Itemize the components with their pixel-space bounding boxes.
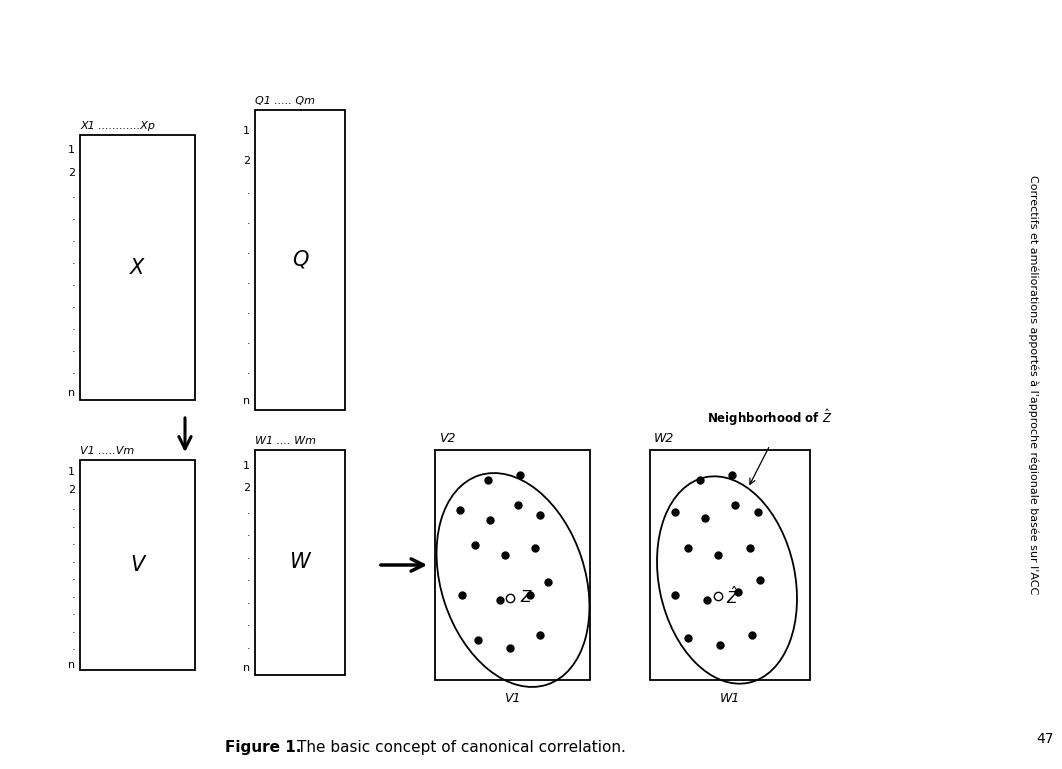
Text: 2: 2 — [68, 484, 75, 494]
Text: .: . — [71, 554, 75, 564]
Text: .: . — [246, 366, 250, 376]
Text: n: n — [68, 388, 75, 398]
Text: .: . — [71, 520, 75, 530]
Bar — [80, 135, 195, 400]
Text: 1: 1 — [68, 468, 75, 478]
Text: 1: 1 — [243, 126, 250, 136]
Text: .: . — [71, 538, 75, 548]
Text: .: . — [246, 596, 250, 606]
Text: 1: 1 — [68, 145, 75, 155]
Text: V1 .....Vm: V1 .....Vm — [80, 446, 134, 456]
Bar — [80, 460, 195, 670]
Text: X1 ............Xp: X1 ............Xp — [80, 121, 155, 131]
Text: Neighborhood of $\hat{Z}$: Neighborhood of $\hat{Z}$ — [707, 407, 833, 428]
Text: V1: V1 — [504, 692, 520, 705]
Text: W1: W1 — [720, 692, 740, 705]
Text: n: n — [68, 660, 75, 670]
Text: Q: Q — [292, 250, 308, 270]
Text: .: . — [246, 306, 250, 316]
Text: .: . — [246, 573, 250, 583]
Text: The basic concept of canonical correlation.: The basic concept of canonical correlati… — [297, 740, 626, 755]
Bar — [255, 450, 345, 675]
Text: .: . — [246, 506, 250, 516]
Text: 2: 2 — [243, 483, 250, 493]
Bar — [255, 110, 345, 410]
Text: .: . — [71, 256, 75, 266]
Text: Figure 1.: Figure 1. — [225, 740, 302, 755]
Text: 2: 2 — [68, 168, 75, 178]
Text: $\hat{Z}$: $\hat{Z}$ — [726, 585, 739, 607]
Text: 1: 1 — [243, 461, 250, 471]
Text: .: . — [71, 190, 75, 200]
Text: V: V — [131, 555, 144, 575]
Text: W1 .... Wm: W1 .... Wm — [255, 436, 316, 446]
Text: .: . — [246, 336, 250, 346]
Text: .: . — [71, 572, 75, 582]
Text: n: n — [243, 663, 250, 673]
Text: .: . — [71, 366, 75, 376]
Text: 47: 47 — [1037, 732, 1054, 746]
Text: .: . — [71, 345, 75, 355]
Text: .: . — [71, 502, 75, 512]
Text: .: . — [246, 618, 250, 628]
Bar — [435, 450, 590, 680]
Text: .: . — [71, 278, 75, 288]
Text: .: . — [71, 211, 75, 221]
Text: .: . — [246, 528, 250, 538]
Text: Correctifs et améliorations apportés à l'approche régionale basée sur l'ACC: Correctifs et améliorations apportés à l… — [1028, 175, 1039, 594]
Text: Z: Z — [520, 591, 531, 605]
Text: .: . — [71, 234, 75, 244]
Text: .: . — [246, 551, 250, 561]
Text: .: . — [71, 300, 75, 310]
Text: W: W — [290, 552, 310, 572]
Text: .: . — [71, 590, 75, 600]
Text: 2: 2 — [243, 156, 250, 166]
Text: .: . — [246, 186, 250, 196]
Text: .: . — [246, 246, 250, 256]
Text: Q1 ..... Qm: Q1 ..... Qm — [255, 96, 315, 106]
Text: .: . — [246, 641, 250, 651]
Text: .: . — [246, 216, 250, 226]
Text: n: n — [243, 396, 250, 406]
Text: .: . — [71, 624, 75, 634]
Text: .: . — [246, 276, 250, 286]
Text: .: . — [71, 642, 75, 652]
Text: .: . — [71, 608, 75, 618]
Text: V2: V2 — [439, 432, 456, 445]
Text: W2: W2 — [654, 432, 674, 445]
Text: .: . — [71, 322, 75, 332]
Text: X: X — [131, 258, 144, 278]
Bar — [650, 450, 810, 680]
